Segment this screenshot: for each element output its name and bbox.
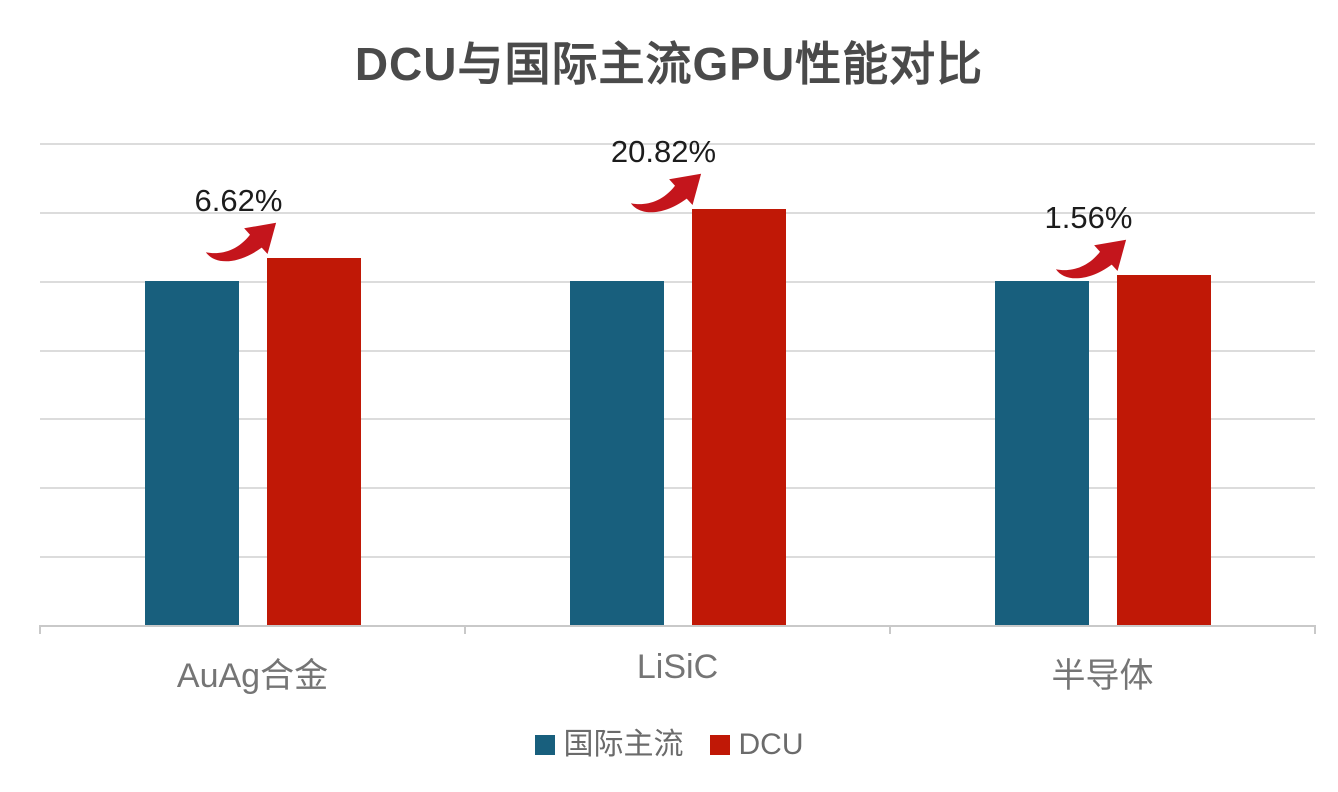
bar-dcu bbox=[1116, 275, 1211, 625]
x-axis-labels: AuAg合金 LiSiC 半导体 bbox=[40, 648, 1315, 695]
x-axis-line bbox=[40, 625, 1315, 627]
growth-arrow-icon bbox=[205, 222, 276, 262]
legend-item: 国际主流 bbox=[534, 728, 684, 762]
delta-percent-label: 1.56% bbox=[1044, 200, 1133, 236]
axis-tick bbox=[1314, 625, 1316, 634]
bar-dcu bbox=[266, 257, 361, 625]
axis-tick bbox=[464, 625, 466, 634]
bar-dcu bbox=[691, 209, 786, 625]
gridline bbox=[40, 143, 1315, 145]
gridline bbox=[40, 349, 1315, 352]
x-axis-category-label: AuAg合金 bbox=[176, 657, 329, 695]
legend-swatch-icon bbox=[709, 735, 730, 755]
legend-label: 国际主流 bbox=[563, 728, 684, 761]
legend: 国际主流 DCU bbox=[0, 728, 1338, 762]
growth-arrow-icon bbox=[1055, 240, 1126, 279]
bar-intl-mainstream bbox=[569, 280, 664, 625]
delta-percent-label: 6.62% bbox=[194, 182, 283, 218]
bar-intl-mainstream bbox=[994, 280, 1089, 625]
delta-percent-label: 20.82% bbox=[610, 134, 717, 170]
chart-title: DCU与国际主流GPU性能对比 bbox=[354, 38, 984, 90]
gridline bbox=[40, 556, 1315, 559]
x-axis-category-label: LiSiC bbox=[636, 648, 719, 686]
bar-intl-mainstream bbox=[144, 280, 239, 625]
axis-tick bbox=[39, 625, 41, 634]
legend-label: DCU bbox=[738, 728, 804, 761]
gridline bbox=[40, 211, 1315, 214]
gridline bbox=[40, 487, 1315, 490]
axis-tick bbox=[889, 625, 891, 634]
x-axis-category-label: 半导体 bbox=[1051, 657, 1154, 695]
growth-arrow-icon bbox=[630, 173, 701, 213]
legend-item: DCU bbox=[709, 728, 804, 762]
gridline bbox=[40, 418, 1315, 421]
plot-area: 6.62% 20.82% 1.56% bbox=[39, 135, 1316, 634]
gridline bbox=[40, 280, 1315, 283]
legend-swatch-icon bbox=[534, 735, 555, 755]
